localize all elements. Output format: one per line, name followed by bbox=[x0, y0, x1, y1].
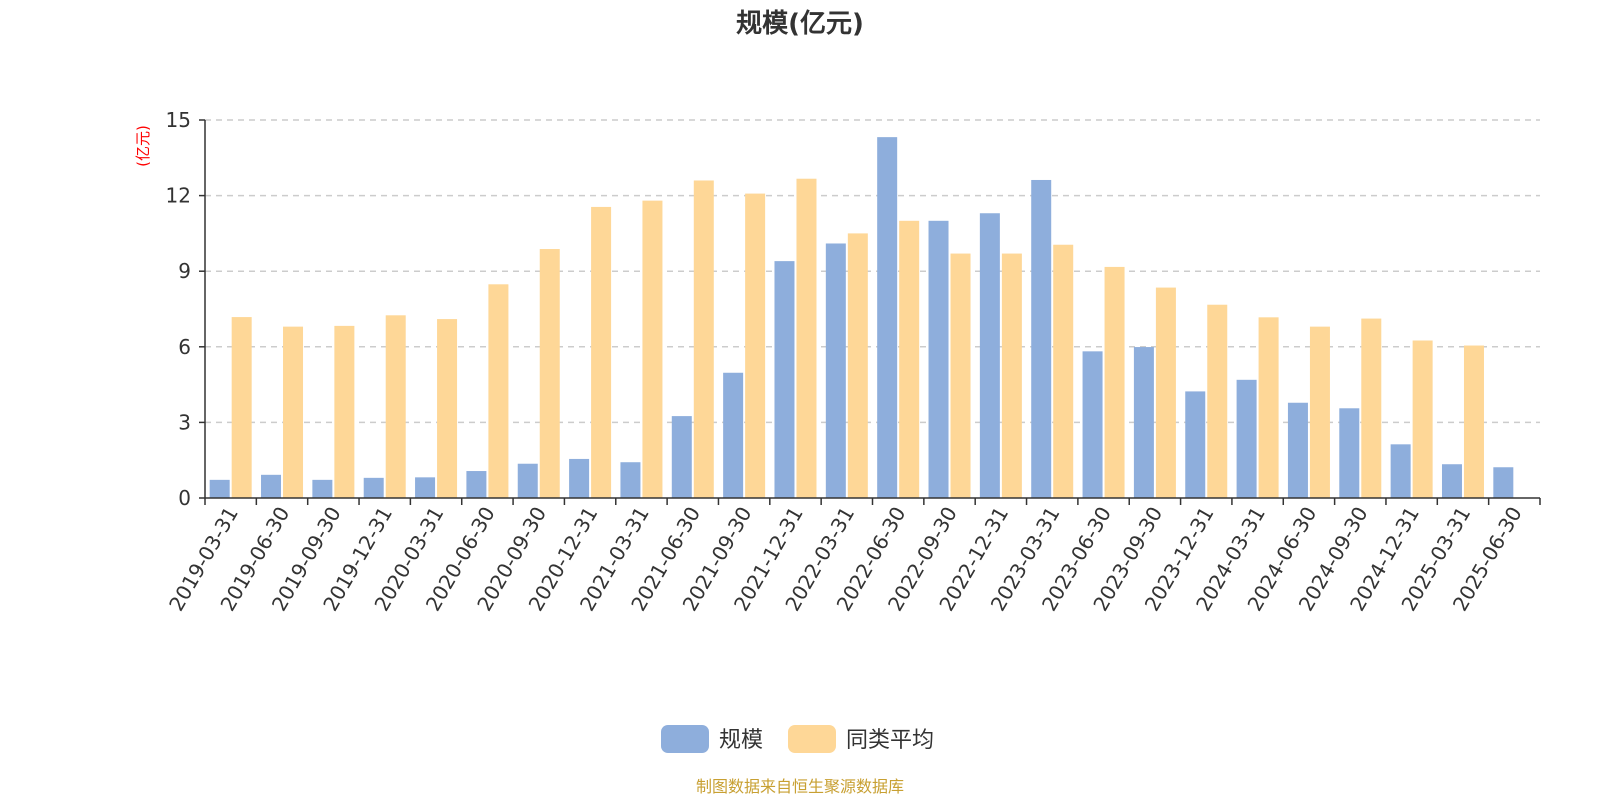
bar-peer-average bbox=[1361, 318, 1382, 498]
bar-peer-average bbox=[437, 319, 458, 498]
bar-scale bbox=[569, 458, 590, 498]
bar-peer-average bbox=[231, 317, 252, 498]
bar-scale bbox=[517, 463, 538, 498]
y-tick-label: 9 bbox=[178, 259, 191, 283]
bar-scale bbox=[312, 479, 333, 498]
legend-swatch bbox=[661, 725, 709, 753]
bar-peer-average bbox=[642, 200, 663, 498]
bar-peer-average bbox=[847, 233, 868, 498]
y-axis-ticks: 0 3 6 9 12 15 bbox=[166, 108, 205, 510]
bar-peer-average bbox=[488, 284, 509, 498]
bars-group bbox=[209, 137, 1514, 499]
y-tick-label: 6 bbox=[178, 335, 191, 359]
bar-peer-average bbox=[899, 220, 920, 499]
bar-scale bbox=[209, 479, 230, 498]
y-axis-unit-label: (亿元) bbox=[134, 125, 152, 167]
bar-peer-average bbox=[1412, 340, 1433, 498]
bar-scale bbox=[1441, 464, 1462, 498]
bar-scale bbox=[1339, 408, 1360, 498]
bar-peer-average bbox=[1309, 326, 1330, 498]
bar-peer-average bbox=[745, 193, 766, 499]
bar-scale bbox=[261, 474, 282, 498]
bar-peer-average bbox=[1155, 287, 1176, 498]
bar-peer-average bbox=[1104, 266, 1125, 498]
bar-peer-average bbox=[591, 206, 612, 498]
legend-label: 规模 bbox=[719, 728, 763, 753]
bar-scale bbox=[1236, 379, 1257, 498]
bar-peer-average bbox=[385, 315, 406, 498]
bar-peer-average bbox=[334, 325, 355, 498]
bar-scale bbox=[1133, 347, 1154, 498]
bar-scale bbox=[1287, 402, 1308, 498]
chart-title: 规模(亿元) bbox=[736, 9, 864, 39]
bar-peer-average bbox=[693, 180, 714, 499]
bar-scale bbox=[1493, 467, 1514, 498]
bar-peer-average bbox=[950, 253, 971, 498]
bar-peer-average bbox=[1053, 244, 1074, 498]
bar-scale bbox=[1031, 179, 1052, 498]
bar-scale bbox=[1390, 444, 1411, 498]
bar-peer-average bbox=[283, 326, 304, 498]
source-note: 制图数据来自恒生聚源数据库 bbox=[696, 777, 904, 796]
bar-scale bbox=[774, 261, 795, 498]
bar-scale bbox=[877, 137, 898, 499]
y-tick-label: 12 bbox=[166, 184, 191, 208]
bar-scale bbox=[415, 477, 436, 498]
bar-peer-average bbox=[1463, 345, 1484, 498]
bar-scale bbox=[1082, 351, 1103, 498]
bar-peer-average bbox=[1258, 317, 1279, 498]
bar-scale bbox=[466, 471, 487, 498]
bar-peer-average bbox=[796, 178, 817, 498]
legend-swatch bbox=[788, 725, 836, 753]
legend-label: 同类平均 bbox=[846, 728, 934, 753]
bar-scale bbox=[928, 220, 949, 499]
bar-scale bbox=[979, 213, 1000, 499]
bar-peer-average bbox=[1001, 253, 1022, 498]
bar-scale bbox=[723, 372, 744, 498]
y-tick-label: 0 bbox=[178, 486, 191, 510]
legend: 规模 同类平均 bbox=[661, 725, 934, 753]
bar-scale bbox=[825, 243, 846, 498]
bar-scale bbox=[671, 416, 692, 498]
x-axis-ticks: 2019-03-312019-06-302019-09-302019-12-31… bbox=[164, 498, 1541, 615]
bar-scale bbox=[620, 462, 641, 498]
bar-peer-average bbox=[539, 249, 560, 498]
bar-scale bbox=[363, 477, 384, 498]
bar-peer-average bbox=[1207, 304, 1228, 498]
y-tick-label: 15 bbox=[166, 108, 191, 132]
y-tick-label: 3 bbox=[178, 410, 191, 434]
bar-scale bbox=[1185, 391, 1206, 498]
